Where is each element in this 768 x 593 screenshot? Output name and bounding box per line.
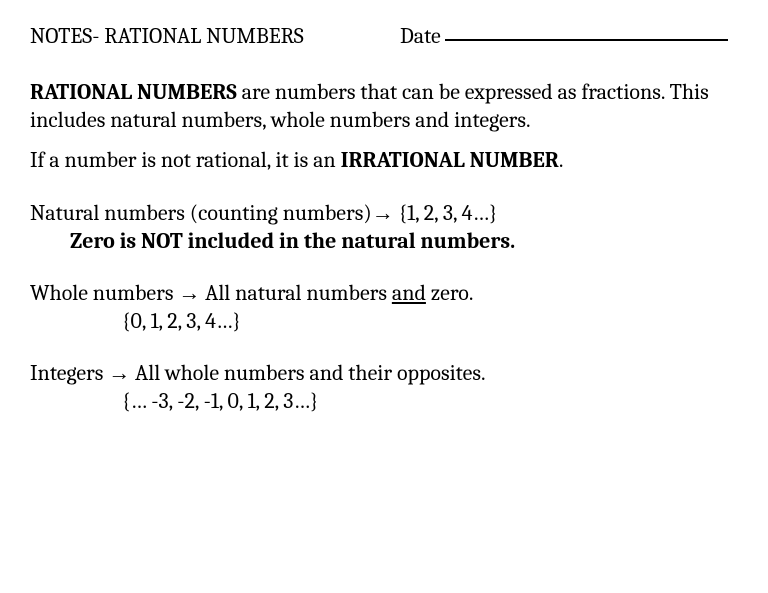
natural-note: Zero is NOT included in the natural numb…	[30, 227, 738, 255]
arrow-icon: →	[178, 280, 200, 305]
irrational-post: .	[559, 147, 564, 173]
whole-set: {0, 1, 2, 3, 4…}	[30, 307, 738, 335]
arrow-icon: →	[108, 360, 130, 385]
whole-desc-b: zero.	[426, 280, 473, 306]
irrational-pre: If a number is not rational, it is an	[30, 147, 341, 173]
date-blank-line	[445, 17, 728, 41]
whole-desc-a: All natural numbers	[200, 280, 392, 306]
integers-label: Integers	[30, 360, 108, 386]
whole-line: Whole numbers → All natural numbers and …	[30, 279, 738, 307]
header-row: NOTES- RATIONAL NUMBERS Date	[30, 22, 738, 50]
integers-set: {… -3, -2, -1, 0, 1, 2, 3…}	[30, 387, 738, 415]
whole-and: and	[392, 280, 426, 306]
term-irrational: IRRATIONAL NUMBER	[341, 147, 559, 173]
integers-line: Integers → All whole numbers and their o…	[30, 359, 738, 387]
natural-set: {1, 2, 3, 4…}	[394, 200, 498, 226]
definition-paragraph: RATIONAL NUMBERS are numbers that can be…	[30, 78, 738, 134]
whole-label: Whole numbers	[30, 280, 178, 306]
integers-desc: All whole numbers and their opposites.	[130, 360, 485, 386]
arrow-icon: →	[372, 200, 394, 225]
notes-page: NOTES- RATIONAL NUMBERS Date RATIONAL NU…	[0, 0, 768, 593]
page-title: NOTES- RATIONAL NUMBERS	[30, 22, 400, 50]
irrational-paragraph: If a number is not rational, it is an IR…	[30, 146, 738, 174]
term-rational: RATIONAL NUMBERS	[30, 79, 237, 105]
natural-label: Natural numbers (counting numbers)	[30, 200, 372, 226]
date-label: Date	[400, 22, 441, 50]
natural-line: Natural numbers (counting numbers)→ {1, …	[30, 199, 738, 227]
